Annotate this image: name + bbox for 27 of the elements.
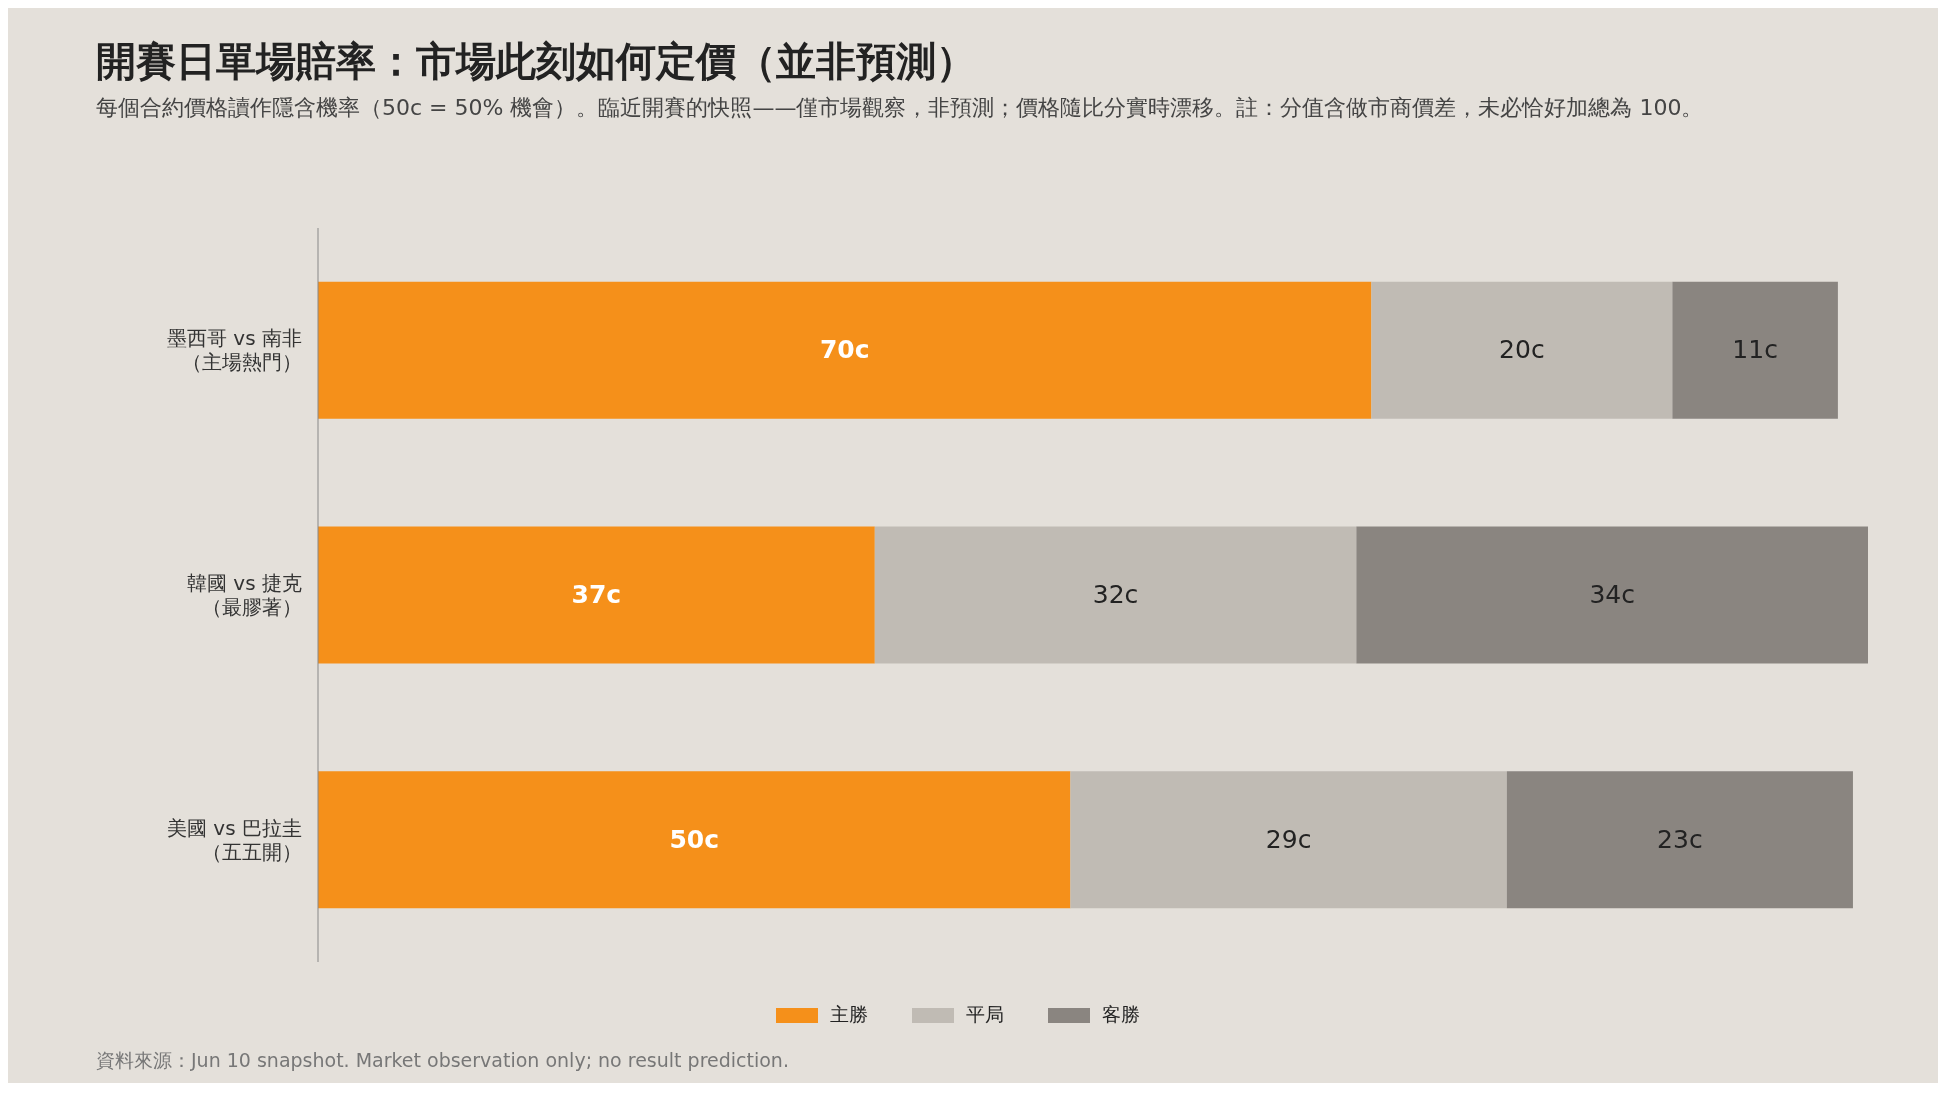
legend-label: 客勝 bbox=[1102, 1002, 1140, 1027]
data-label: 70c bbox=[819, 335, 870, 365]
y-tick-label: 韓國 vs 捷克（最膠著） bbox=[187, 571, 302, 619]
data-label: 32c bbox=[1092, 579, 1139, 609]
bar bbox=[874, 526, 1357, 664]
data-label: 29c bbox=[1265, 824, 1312, 854]
legend-label: 平局 bbox=[966, 1002, 1004, 1027]
bar bbox=[1506, 771, 1853, 909]
y-tick-label: 墨西哥 vs 南非（主場熱門） bbox=[167, 326, 302, 375]
data-label: 11c bbox=[1732, 335, 1778, 365]
source-note: 資料來源：Jun 10 snapshot. Market observation only; no result prediction. bbox=[96, 1048, 789, 1073]
data-label: 20c bbox=[1499, 335, 1545, 365]
data-label: 37c bbox=[571, 579, 622, 609]
bar bbox=[1371, 281, 1673, 419]
data-label: 23c bbox=[1657, 824, 1703, 854]
bar bbox=[318, 771, 1071, 909]
bar bbox=[318, 281, 1372, 419]
chart-title: 開賽日單場賠率：市場此刻如何定價（並非預測） bbox=[96, 37, 976, 86]
legend-label: 主勝 bbox=[830, 1002, 868, 1027]
bar bbox=[1356, 526, 1868, 664]
data-label: 34c bbox=[1589, 579, 1635, 609]
data-label: 50c bbox=[669, 824, 720, 854]
bar bbox=[1070, 771, 1507, 909]
chart-subtitle: 每個合約價格讀作隱含機率（50c = 50% 機會）。臨近開賽的快照——僅市場觀察，非預測；價格隨比分實時漂移。註：分值含做市商價差，未必恰好加總為 100。 bbox=[96, 94, 1705, 122]
bar bbox=[318, 526, 875, 664]
y-tick-label: 美國 vs 巴拉圭（五五開） bbox=[167, 815, 302, 864]
bar bbox=[1672, 281, 1838, 419]
